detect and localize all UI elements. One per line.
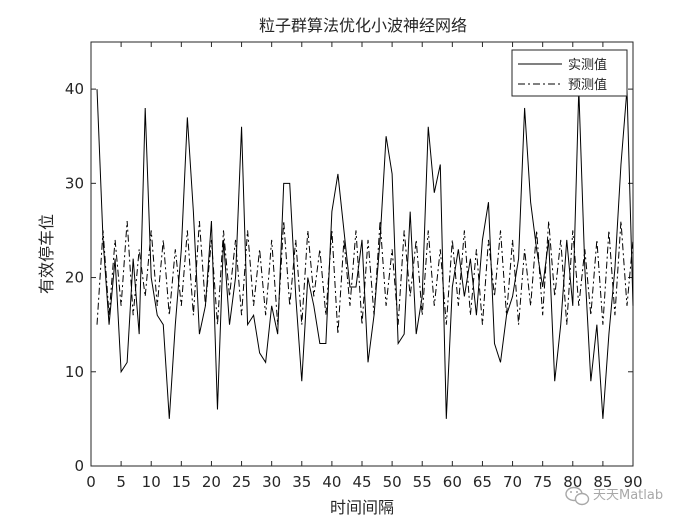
x-tick-label: 25 — [232, 473, 251, 491]
watermark: 天天Matlab — [565, 486, 663, 506]
legend-box — [511, 49, 628, 97]
legend-label-measured: 实测值 — [568, 57, 607, 73]
chart-title: 粒子群算法优化小波神经网络 — [259, 16, 467, 35]
series-line-predicted — [96, 220, 634, 335]
wechat-icon — [565, 486, 590, 506]
y-axis-label: 有效停车位 — [37, 214, 56, 294]
legend: 实测值 预测值 — [511, 49, 628, 97]
x-tick-label: 60 — [443, 473, 462, 491]
watermark-text: 天天Matlab — [593, 488, 663, 503]
y-tick-label: 30 — [65, 174, 84, 192]
x-tick-label: 10 — [142, 473, 161, 491]
series-line-measured — [96, 89, 634, 419]
series-layer — [96, 89, 634, 419]
x-tick-label: 20 — [202, 473, 221, 491]
y-tick-label: 0 — [74, 457, 84, 475]
y-tick-label: 20 — [65, 269, 84, 287]
x-axis: 0 5 10 15 20 25 30 35 40 45 50 55 60 65 70 75 80 85 90 — [86, 42, 643, 491]
x-tick-label: 30 — [262, 473, 281, 491]
x-tick-label: 75 — [533, 473, 552, 491]
y-tick-label: 40 — [65, 80, 84, 98]
x-tick-label: 45 — [352, 473, 371, 491]
y-tick-label: 10 — [65, 363, 84, 381]
x-tick-label: 0 — [86, 473, 96, 491]
x-tick-label: 90 — [623, 473, 642, 491]
x-tick-label: 50 — [383, 473, 402, 491]
x-tick-label: 85 — [593, 473, 612, 491]
x-tick-label: 70 — [503, 473, 522, 491]
x-tick-label: 35 — [292, 473, 311, 491]
x-tick-label: 5 — [116, 473, 126, 491]
x-tick-label: 15 — [172, 473, 191, 491]
x-tick-label: 55 — [413, 473, 432, 491]
x-tick-label: 65 — [473, 473, 492, 491]
x-axis-label: 时间间隔 — [330, 498, 394, 517]
legend-label-predicted: 预测值 — [568, 77, 607, 93]
x-tick-label: 80 — [563, 473, 582, 491]
x-tick-label: 40 — [322, 473, 341, 491]
y-axis: 0 10 20 30 40 — [65, 80, 633, 475]
